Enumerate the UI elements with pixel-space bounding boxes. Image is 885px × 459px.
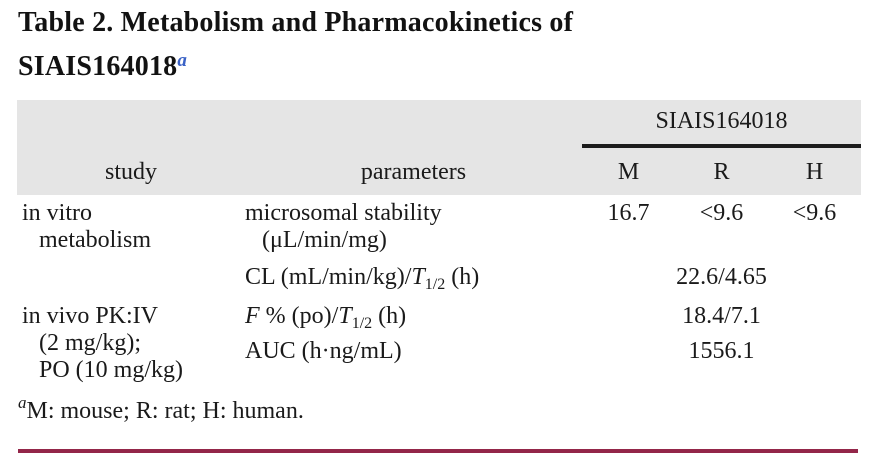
study-in-vitro-line1: in vitro <box>22 200 92 226</box>
value-microsomal-rat: <9.6 <box>699 200 744 226</box>
parameter-bioavailability-halflife: F % (po)/T1/2 (h) <box>245 299 582 332</box>
study-in-vivo-line1: in vivo PK:IV <box>22 303 159 329</box>
value-auc: 1556.1 <box>688 338 755 364</box>
f-t-subscript: 1/2 <box>351 315 373 332</box>
value-microsomal-mouse: 16.7 <box>607 200 650 226</box>
footnote-text: M: mouse; R: rat; H: human. <box>26 398 304 424</box>
table-title-line1: Table 2. Metabolism and Pharmacokinetics… <box>18 7 574 38</box>
group-header-compound: SIAIS164018 <box>582 100 861 148</box>
parameter-auc: AUC (h·ng/mL) <box>245 338 402 364</box>
study-in-vivo-line2: (2 mg/kg); <box>39 330 141 356</box>
cl-label-suffix: (h) <box>445 264 480 290</box>
compound-name: SIAIS164018 <box>18 51 178 82</box>
footnote-marker: a <box>18 393 27 412</box>
column-header-study: study <box>104 159 157 185</box>
cl-t-symbol: T <box>411 264 425 290</box>
value-cl-halflife: 22.6/4.65 <box>676 264 767 290</box>
f-label-suffix: (h) <box>372 303 407 329</box>
value-bioavailability-halflife: 18.4/7.1 <box>682 303 761 329</box>
column-header-mouse: M <box>617 159 640 185</box>
cl-label-prefix: CL (mL/min/kg)/ <box>245 264 412 290</box>
microsomal-stability-units: (μL/min/mg) <box>262 227 387 253</box>
study-in-vitro-line2: metabolism <box>39 227 151 253</box>
bottom-divider-rule <box>18 449 858 453</box>
table-footnote: aM: mouse; R: rat; H: human. <box>18 393 304 425</box>
f-symbol: F <box>245 303 260 329</box>
study-cell-in-vitro: in vitro metabolism <box>17 195 245 299</box>
study-in-vivo-line3: PO (10 mg/kg) <box>39 357 183 383</box>
column-header-parameters: parameters <box>360 159 467 185</box>
study-cell-in-vivo: in vivo PK:IV (2 mg/kg); PO (10 mg/kg) <box>17 299 245 389</box>
table-title: Table 2. Metabolism and Pharmacokinetics… <box>18 4 838 86</box>
title-footnote-marker: a <box>177 50 188 71</box>
group-header-label: SIAIS164018 <box>655 107 788 134</box>
cl-t-subscript: 1/2 <box>424 276 446 293</box>
microsomal-stability-line1: microsomal stability <box>245 200 442 226</box>
parameter-cl-halflife: CL (mL/min/kg)/T1/2 (h) <box>245 257 582 299</box>
value-microsomal-human: <9.6 <box>792 200 837 226</box>
column-header-rat: R <box>713 159 730 185</box>
pharmacokinetics-table: SIAIS164018 study parameters M R H in vi… <box>17 100 861 389</box>
f-t-symbol: T <box>338 303 352 329</box>
parameter-microsomal-stability: microsomal stability (μL/min/mg) <box>245 195 582 257</box>
column-header-human: H <box>805 159 824 185</box>
f-label-mid: % (po)/ <box>259 303 339 329</box>
